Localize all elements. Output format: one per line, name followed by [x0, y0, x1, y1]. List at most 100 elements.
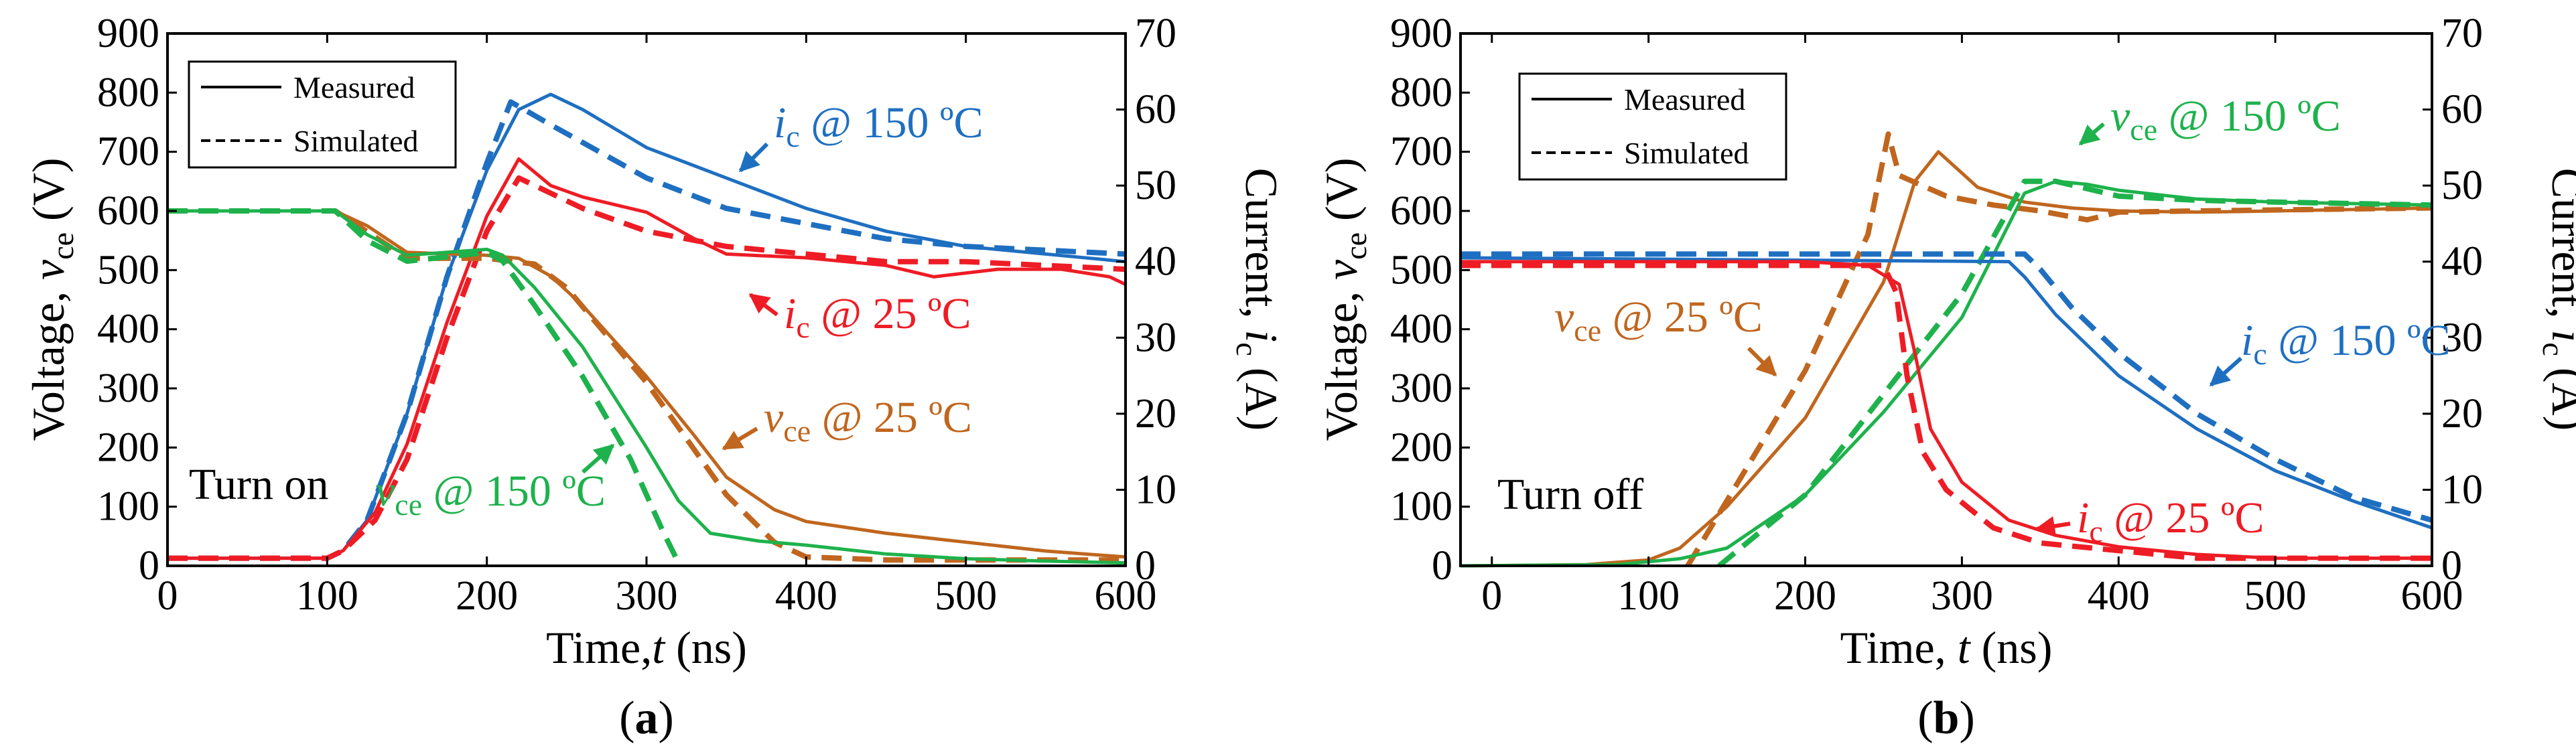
panel-a-ytick-left-label: 200 — [97, 425, 159, 470]
panel-a-ylabel-left: Voltage, vce (V) — [23, 158, 80, 441]
panel-a-xtick-label: 500 — [935, 573, 997, 619]
panel-b-ann-vce150-rest: @ 150 ºC — [2157, 92, 2341, 141]
panel-b-annotation-vce-25: vce @ 25 ºC — [1554, 293, 1777, 377]
panel-b-ticks: 0 100 200 300 400 500 600010020030040050060070… — [1390, 11, 2483, 619]
panel-a-ann-ic25-var: i — [784, 289, 796, 338]
panel-a-ann-ic150-sub: c — [786, 119, 799, 153]
panel-b-ytick-right-label: 20 — [2441, 391, 2483, 437]
panel-a-ytick-right-label: 0 — [1135, 543, 1156, 589]
panel-a-ytick-left-label: 400 — [97, 307, 159, 352]
panel-a-series-v-ce-25-c-measured — [167, 209, 1126, 559]
panel-a-ytick-left-label: 900 — [97, 11, 159, 56]
svg-text:vce @ 150 ºC: vce @ 150 ºC — [2110, 92, 2341, 147]
panel-b-ann-ic150-sub: c — [2253, 337, 2266, 371]
panel-a-turn-on-label: Turn on — [189, 460, 328, 509]
panel-b-series — [1460, 131, 2433, 569]
panel-b-ytick-right-label: 10 — [2441, 467, 2483, 512]
panel-b-series-i-c-150-c-measured — [1460, 256, 2433, 530]
panel-a-ytick-right-label: 60 — [1135, 87, 1176, 133]
panel-a-series-v-ce-150-c-simulated — [167, 208, 681, 564]
panel-b-ann-vce25-sub: ce — [1574, 313, 1601, 348]
panel-b-ytick-left-label: 800 — [1390, 70, 1452, 115]
panel-b: 0 100 200 300 400 500 600010020030040050060070… — [1316, 11, 2576, 744]
panel-a-legend: Measured Simulated — [188, 60, 457, 169]
panel-a-ticks: 0 100 200 300 400 500 600010020030040050060070… — [97, 11, 1176, 619]
panel-b-ann-vce25-var: v — [1554, 293, 1574, 342]
panel-a-series-i-c-25-c-measured — [167, 157, 1127, 560]
panel-b-ann-vce150-var: v — [2110, 92, 2130, 141]
panel-a-arrow-vce-150 — [582, 443, 615, 474]
panel-b-ytick-left-label: 0 — [1432, 543, 1452, 589]
panel-b-ytick-right-label: 40 — [2441, 239, 2483, 285]
panel-b-xtick-label: 400 — [2088, 573, 2150, 619]
svg-text:ic @ 150 ºC: ic @ 150 ºC — [774, 98, 984, 153]
panel-b-annotation-ic-150: ic @ 150 ºC — [2209, 316, 2451, 387]
panel-a-annotation-vce-150: vce @ 150 ºC — [375, 443, 615, 522]
panel-a-ann-vce150-sub: ce — [395, 487, 422, 522]
panel-a-annotation-ic-150: ic @ 150 ºC — [738, 98, 984, 173]
panel-a-arrow-ic-150 — [738, 142, 769, 173]
panel-b-legend: Measured Simulated — [1518, 72, 1787, 181]
panel-b-annotation-vce-150: vce @ 150 ºC — [2078, 92, 2341, 147]
panel-b-series-v-ce-25-c-simulated — [1685, 131, 2433, 568]
panel-a-ytick-right-label: 40 — [1135, 239, 1176, 285]
svg-text:ic @ 150 ºC: ic @ 150 ºC — [2241, 316, 2451, 371]
panel-b-ytick-right-label: 50 — [2441, 163, 2483, 208]
svg-text:vce @ 150 ºC: vce @ 150 ºC — [375, 467, 606, 522]
panel-a-legend-simulated: Simulated — [293, 124, 419, 158]
panel-b-ytick-left-label: 900 — [1390, 11, 1452, 56]
panel-a-ann-ic25-sub: c — [796, 310, 809, 344]
panel-b-xtick-label: 0 — [1481, 573, 1502, 619]
panel-b-ann-ic25-var: i — [2077, 494, 2089, 542]
panel-b-ylabel-left: Voltage, vce (V) — [1316, 158, 1373, 441]
panel-a-ytick-right-label: 20 — [1135, 391, 1176, 437]
panel-a-series-i-c-25-c-simulated — [167, 175, 1126, 561]
panel-b-ytick-left-label: 200 — [1390, 425, 1452, 470]
panel-a-ytick-left-label: 100 — [97, 484, 159, 530]
panel-b-arrow-vce-25 — [1747, 346, 1777, 377]
panel-a-frame — [166, 32, 1127, 567]
svg-text:vce @ 25 ºC: vce @ 25 ºC — [1554, 293, 1763, 348]
panel-b-caption: (b) — [1917, 692, 1975, 744]
panel-a-arrow-ic-25 — [748, 293, 778, 317]
panel-b-xtick-label: 500 — [2244, 573, 2307, 619]
panel-a-xtick-label: 400 — [775, 573, 837, 619]
panel-b-ytick-left-label: 300 — [1390, 366, 1452, 411]
panel-a-legend-measured: Measured — [293, 70, 415, 104]
panel-a-ytick-left-label: 300 — [97, 366, 159, 411]
panel-b-legend-box — [1518, 72, 1787, 181]
panel-b-arrow-vce-150 — [2078, 122, 2105, 146]
panel-b-ann-ic150-rest: @ 150 ºC — [2267, 316, 2451, 365]
panel-b-ytick-left-label: 600 — [1390, 188, 1452, 234]
panel-a-xtick-label: 0 — [157, 573, 178, 619]
panel-b-series-i-c-150-c-simulated — [1461, 251, 2433, 523]
panel-a-xtick-label: 100 — [296, 573, 358, 619]
panel-b-ytick-right-label: 70 — [2441, 11, 2483, 56]
panel-b-legend-measured: Measured — [1624, 82, 1745, 117]
panel-b-series-v-ce-150-c-simulated — [1717, 178, 2433, 569]
panel-a-xlabel: Time,t (ns) — [546, 622, 747, 673]
panel-a-ytick-right-label: 50 — [1135, 163, 1176, 208]
panel-a-ytick-left-label: 0 — [139, 543, 159, 589]
panel-b-turn-off-label: Turn off — [1497, 470, 1643, 519]
svg-text:ic @ 25 ºC: ic @ 25 ºC — [784, 289, 971, 344]
panel-b-xtick-label: 200 — [1774, 573, 1836, 619]
panel-a: 0 100 200 300 400 500 600010020030040050060070… — [23, 11, 1287, 744]
panel-b-ytick-right-label: 30 — [2441, 315, 2483, 360]
panel-a-ann-vce25-sub: ce — [783, 414, 811, 448]
panel-a-ann-vce25-rest: @ 25 ºC — [811, 393, 972, 442]
panel-b-series-i-c-25-c-simulated — [1461, 262, 2432, 561]
svg-text:ic @ 25 ºC: ic @ 25 ºC — [2077, 494, 2264, 548]
panel-b-ytick-right-label: 0 — [2441, 543, 2462, 589]
panel-b-xtick-label: 600 — [2401, 573, 2463, 619]
panel-a-xtick-label: 300 — [616, 573, 678, 619]
panel-a-ytick-left-label: 700 — [97, 129, 159, 175]
panel-a-arrow-vce-25 — [722, 427, 758, 451]
panel-a-xtick-label: 600 — [1095, 573, 1157, 619]
panel-b-xtick-label: 100 — [1617, 573, 1680, 619]
panel-b-ytick-left-label: 100 — [1390, 484, 1452, 530]
panel-a-legend-box — [188, 60, 457, 169]
panel-b-ann-ic25-rest: @ 25 ºC — [2103, 494, 2264, 542]
panel-b-ytick-right-label: 60 — [2441, 87, 2483, 133]
